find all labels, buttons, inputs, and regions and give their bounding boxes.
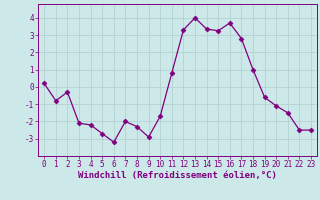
X-axis label: Windchill (Refroidissement éolien,°C): Windchill (Refroidissement éolien,°C) (78, 171, 277, 180)
